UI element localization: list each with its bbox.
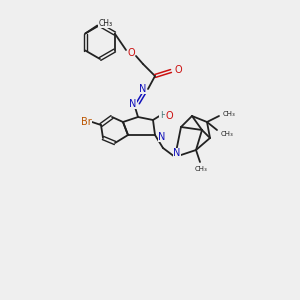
Text: O: O [174,65,182,75]
Text: O: O [165,111,173,121]
Text: N: N [139,84,147,94]
Text: N: N [129,99,137,109]
Text: CH₃: CH₃ [220,131,233,137]
Text: CH₃: CH₃ [223,111,236,117]
Text: O: O [127,48,135,58]
Text: Br: Br [81,117,92,127]
Text: N: N [173,148,181,158]
Text: CH₃: CH₃ [98,19,112,28]
Text: N: N [158,132,166,142]
Text: H: H [160,110,166,119]
Text: CH₃: CH₃ [195,166,207,172]
